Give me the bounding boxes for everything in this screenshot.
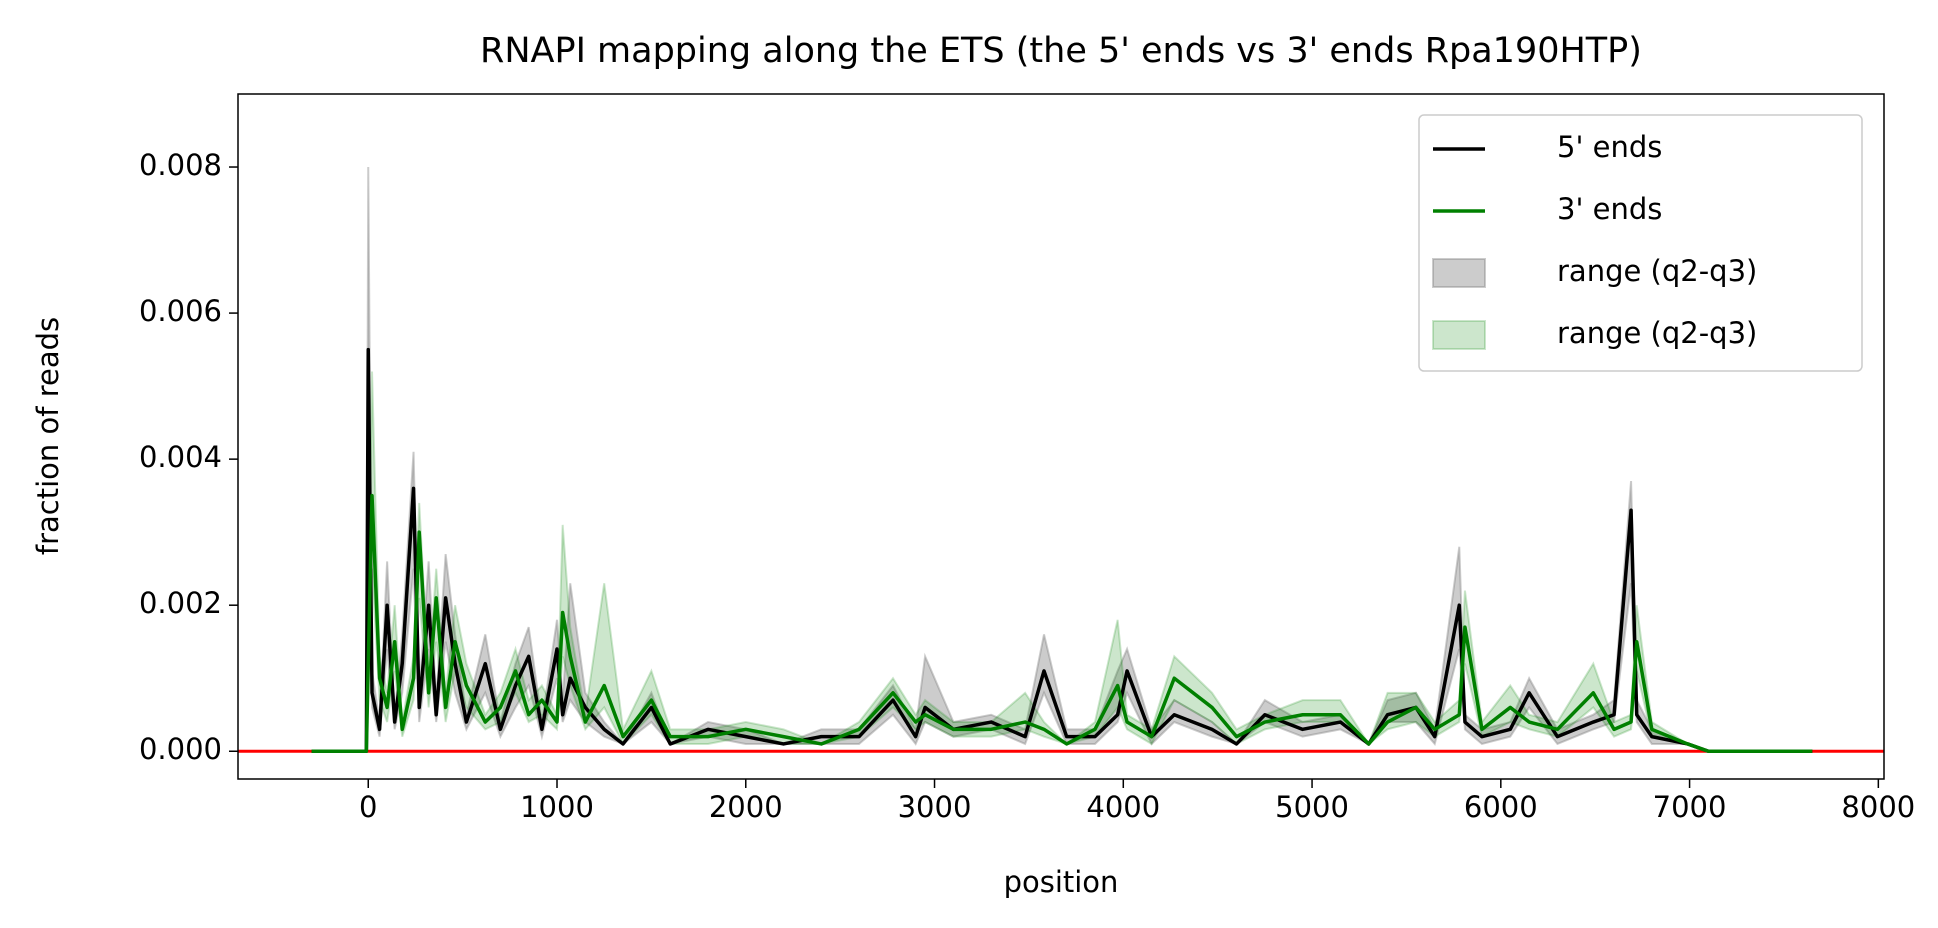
range-band xyxy=(311,371,1813,753)
legend-swatch xyxy=(1432,320,1486,350)
chart-title: RNAPI mapping along the ETS (the 5' ends… xyxy=(480,31,1642,71)
legend-label: range (q2-q3) xyxy=(1557,316,1757,350)
x-tick-label: 2000 xyxy=(709,790,783,824)
legend-label: 3' ends xyxy=(1557,192,1662,226)
x-tick-label: 1000 xyxy=(520,790,594,824)
x-tick-label: 5000 xyxy=(1275,790,1349,824)
x-axis-label: position xyxy=(1004,865,1119,899)
y-tick-label: 0.006 xyxy=(139,294,222,328)
legend-box xyxy=(1418,114,1863,372)
legend-label: range (q2-q3) xyxy=(1557,254,1757,288)
y-tick-label: 0.004 xyxy=(139,440,222,474)
x-tick-label: 6000 xyxy=(1464,790,1538,824)
y-tick-label: 0.000 xyxy=(139,732,222,766)
y-tick-label: 0.008 xyxy=(139,148,222,182)
y-tick-label: 0.002 xyxy=(139,586,222,620)
y-axis-label: fraction of reads xyxy=(31,317,65,555)
legend-label: 5' ends xyxy=(1557,130,1662,164)
series-line xyxy=(311,493,1813,753)
x-tick-label: 3000 xyxy=(898,790,972,824)
x-tick-label: 4000 xyxy=(1086,790,1160,824)
legend-swatch xyxy=(1432,258,1486,288)
series-line xyxy=(311,347,1813,753)
x-tick-label: 7000 xyxy=(1653,790,1727,824)
x-tick-label: 0 xyxy=(359,790,377,824)
plot-frame xyxy=(237,93,1885,780)
plot-area xyxy=(238,167,1884,753)
x-tick-label: 8000 xyxy=(1841,790,1915,824)
